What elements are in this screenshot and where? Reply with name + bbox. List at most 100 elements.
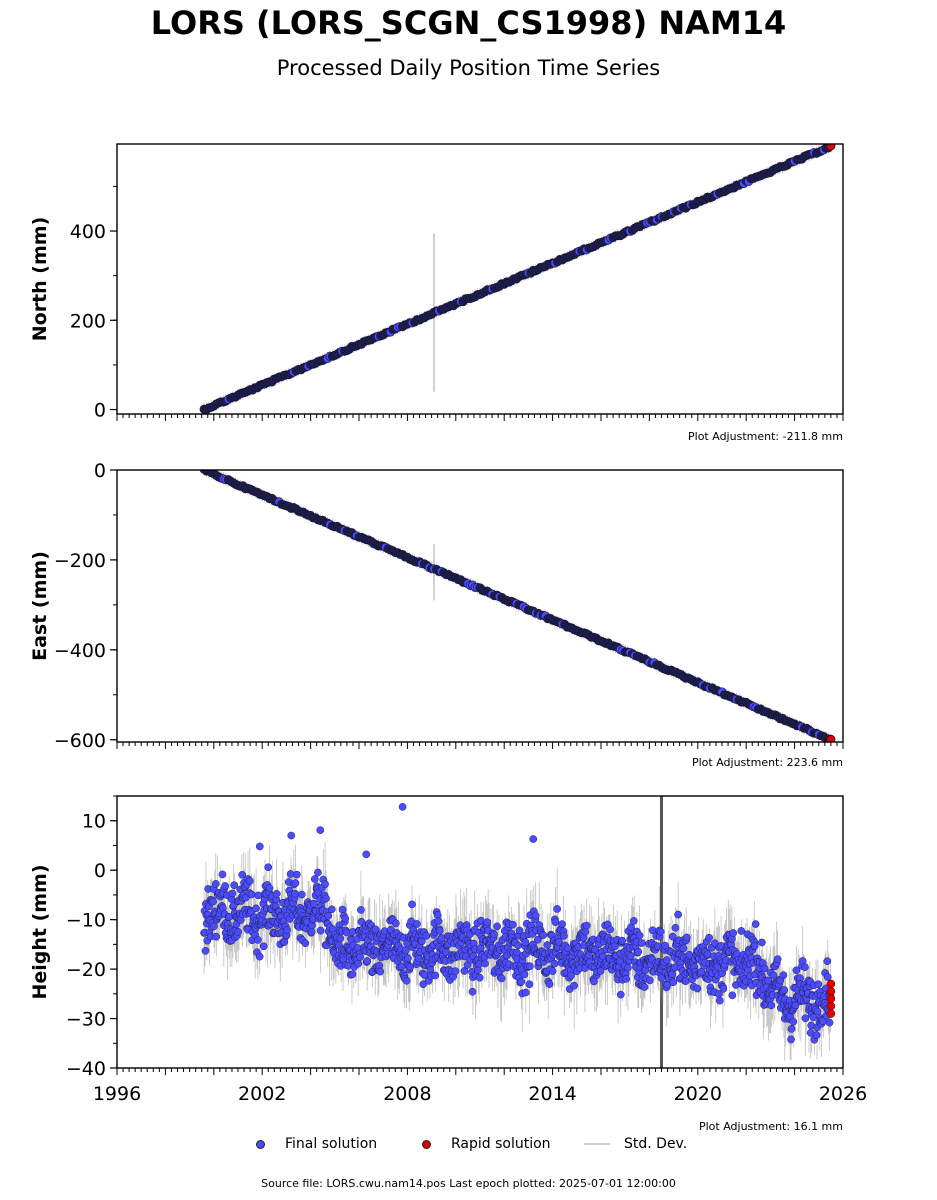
final-point [560, 932, 568, 940]
final-point [764, 976, 773, 985]
x-tick-label: 2014 [528, 1083, 576, 1105]
final-point [272, 889, 281, 898]
final-point [218, 870, 227, 879]
final-point [316, 926, 325, 935]
x-tick-label: 2020 [674, 1083, 722, 1105]
final-point [422, 931, 431, 940]
final-point [606, 925, 614, 934]
final-point [408, 900, 416, 909]
final-point [729, 929, 738, 937]
legend-final: Final solution [256, 1136, 377, 1152]
plot-adjustment-1: Plot Adjustment: 223.6 mm [692, 756, 843, 769]
final-point [514, 941, 523, 950]
legend-std-label: Std. Dev. [624, 1136, 688, 1152]
final-point [247, 890, 256, 899]
plot-area-0 [199, 144, 836, 414]
final-point [515, 926, 524, 935]
final-point [238, 870, 247, 879]
rapid-point-0 [826, 735, 836, 742]
final-point [497, 974, 506, 983]
final-point [558, 920, 566, 928]
final-point [293, 870, 301, 879]
final-point [259, 942, 268, 951]
final-point [789, 1017, 798, 1026]
final-point [750, 942, 759, 950]
final-solution-points [200, 803, 835, 1044]
plot-area-1 [199, 470, 836, 742]
final-point [517, 977, 526, 986]
final-solution-marker-icon [256, 1139, 265, 1149]
final-point [792, 966, 801, 975]
final-point [825, 1018, 834, 1027]
final-point [210, 922, 218, 931]
y-tick-label: −400 [54, 640, 106, 662]
final-point [674, 910, 682, 919]
final-point [310, 875, 319, 883]
final-point [314, 868, 322, 877]
final-point [392, 919, 400, 928]
source-footnote: Source file: LORS.cwu.nam14.pos Last epo… [261, 1177, 676, 1190]
final-point [490, 930, 498, 939]
final-point [354, 959, 363, 968]
final-point [283, 926, 291, 934]
x-tick-label: 2008 [383, 1083, 431, 1105]
y-tick-label: 0 [94, 460, 106, 482]
final-point [336, 934, 345, 943]
final-point [431, 971, 440, 980]
final-point [801, 963, 809, 971]
final-point [567, 971, 575, 980]
final-point [521, 988, 530, 997]
y-axis-label-1: East (mm) [29, 551, 51, 661]
final-solution-points [199, 144, 836, 414]
final-point [230, 881, 238, 890]
y-axis-0: 0 200 400 [70, 185, 117, 422]
legend-rapid-label: Rapid solution [451, 1136, 551, 1152]
x-axis-1 [116, 742, 844, 749]
final-point [635, 931, 644, 940]
final-solution-points [199, 470, 836, 742]
y-axis-label-0: North (mm) [29, 217, 51, 342]
final-point [297, 890, 306, 899]
final-point [521, 938, 530, 947]
final-point [348, 970, 357, 979]
final-point [324, 912, 333, 920]
legend-rapid: Rapid solution [422, 1136, 551, 1152]
final-point [668, 932, 677, 941]
final-point [376, 967, 385, 976]
y-tick-label: 0 [94, 400, 106, 422]
page-subtitle: Processed Daily Position Time Series [276, 56, 661, 80]
x-axis-2: 1996 2002 2008 2014 2020 2026 [93, 1068, 867, 1105]
final-point [291, 879, 300, 887]
rapid-solution-marker-icon [422, 1139, 431, 1149]
final-point [773, 955, 782, 964]
final-point [555, 937, 563, 946]
final-point [221, 882, 230, 890]
final-point [751, 920, 760, 928]
final-point [481, 959, 489, 968]
panel-2: 10 0 −10 −20 −30 −40 1996 2002 2008 2014 2020 2026 H… [29, 795, 867, 1133]
final-point [520, 970, 529, 979]
final-point [307, 927, 316, 936]
y-tick-label: 0 [94, 860, 106, 882]
final-point [760, 964, 769, 973]
y-tick-label: 400 [70, 221, 106, 243]
final-point [823, 973, 832, 981]
final-point [525, 962, 534, 971]
final-point [640, 983, 649, 991]
y-tick-label: −40 [66, 1058, 106, 1080]
final-point [255, 952, 264, 961]
final-point [435, 926, 444, 935]
final-point [787, 1035, 795, 1044]
final-point [596, 967, 605, 975]
final-point [728, 991, 737, 1000]
final-point [618, 936, 626, 945]
y-axis-1: 0 −200 −400 −600 [54, 460, 117, 752]
final-point [414, 954, 423, 963]
legend-std: Std. Dev. [584, 1136, 687, 1152]
final-point [209, 897, 217, 906]
y-tick-label: −20 [66, 959, 106, 981]
final-point [646, 976, 654, 985]
final-point [254, 936, 262, 944]
final-point [682, 933, 691, 942]
